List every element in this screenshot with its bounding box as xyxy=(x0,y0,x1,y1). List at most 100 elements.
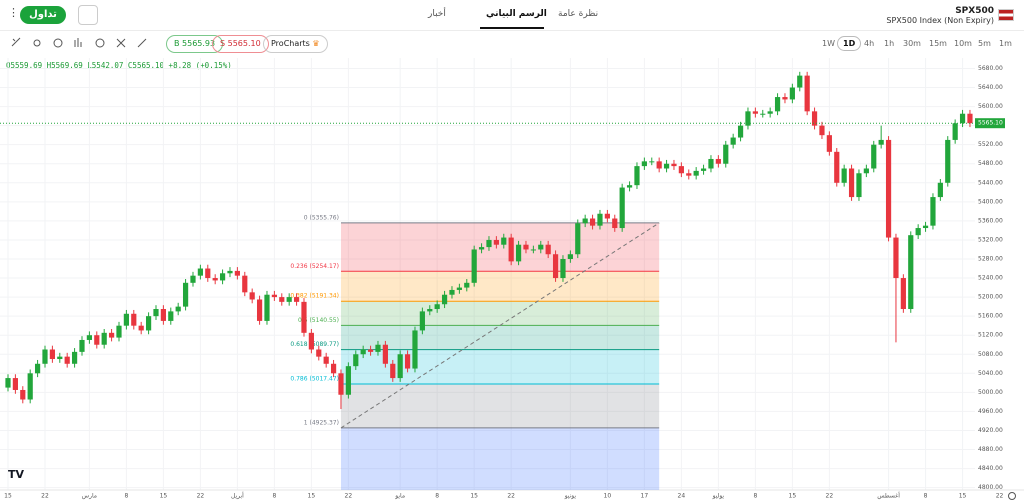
tool-icon[interactable] xyxy=(11,37,21,47)
timeframe-button[interactable]: 30m xyxy=(903,39,921,48)
x-tick-label: 15 xyxy=(470,493,478,500)
candle-body xyxy=(597,213,603,226)
tab-underline xyxy=(480,27,544,29)
last-price-label: 5565.10 xyxy=(978,120,1003,127)
timeframe-button[interactable]: 15m xyxy=(929,39,947,48)
candle-body xyxy=(434,304,440,310)
candle-body xyxy=(700,168,707,171)
candle-body xyxy=(471,249,477,283)
candle-body xyxy=(249,292,255,300)
timeframe-button[interactable]: 4h xyxy=(864,39,875,48)
candle-body xyxy=(182,282,189,307)
candle-body xyxy=(493,239,499,245)
candle-body xyxy=(634,166,640,186)
tool-icon[interactable] xyxy=(137,38,147,48)
tool-icon[interactable] xyxy=(33,39,41,47)
y-tick-label: 5160.00 xyxy=(978,313,1003,320)
candle-body xyxy=(589,218,596,226)
candle-body xyxy=(419,311,425,331)
candle-body xyxy=(219,273,226,281)
watchlist-button[interactable] xyxy=(78,5,98,25)
candle-body xyxy=(641,161,647,167)
candle-body xyxy=(767,111,773,114)
sell-button[interactable]: S 5565.10 xyxy=(212,35,269,53)
candle-body xyxy=(878,139,884,145)
candle-body xyxy=(153,309,159,317)
candle-body xyxy=(353,354,359,367)
timeframe-button[interactable]: 5m xyxy=(978,39,991,48)
x-tick-label: 22 xyxy=(345,493,353,500)
candle-body xyxy=(360,349,366,355)
y-tick-label: 4840.00 xyxy=(978,465,1003,472)
candle-body xyxy=(582,218,588,224)
candle-body xyxy=(782,97,788,100)
candle-body xyxy=(86,335,92,340)
candle-body xyxy=(375,344,381,352)
tab-overview[interactable]: نظرة عامة xyxy=(558,9,599,19)
candle-body xyxy=(515,244,522,262)
x-tick-label: 15 xyxy=(789,493,797,500)
timeframe-button[interactable]: 1W xyxy=(822,39,835,48)
candle-body xyxy=(441,294,448,305)
fib-band xyxy=(340,325,660,350)
tool-icon[interactable] xyxy=(53,38,63,48)
timeframe-button[interactable]: 10m xyxy=(954,39,972,48)
candle-body xyxy=(626,185,633,188)
candle-body xyxy=(649,161,655,163)
candle-body xyxy=(175,306,181,312)
candle-body xyxy=(908,235,914,310)
candle-body xyxy=(286,297,292,302)
trade-button[interactable]: تداول xyxy=(20,6,66,24)
menu-dots[interactable]: ⋮ xyxy=(8,6,19,19)
timeframe-button[interactable]: 1D xyxy=(837,36,862,51)
y-tick-label: 5600.00 xyxy=(978,103,1003,110)
flag-icon xyxy=(998,9,1014,21)
candle-body xyxy=(671,163,677,167)
x-tick-label: 8 xyxy=(753,493,757,500)
candle-body xyxy=(367,349,374,352)
x-tick-label: 8 xyxy=(435,493,439,500)
crown-icon: ♛ xyxy=(312,39,320,48)
candle-body xyxy=(57,356,63,360)
timeframe-button[interactable]: 1m xyxy=(999,39,1012,48)
candle-body xyxy=(271,294,277,298)
fib-level-label: 0.618 (5089.77) xyxy=(290,341,339,348)
tool-icon[interactable] xyxy=(95,38,105,48)
toolbar: B 5565.93 S 5565.10 ProCharts ♛ 1W 1D 4h 1h… xyxy=(0,30,1024,58)
x-tick-label: 8 xyxy=(272,493,276,500)
candle-body xyxy=(967,113,973,124)
candle-body xyxy=(797,75,803,88)
y-tick-label: 4960.00 xyxy=(978,408,1003,415)
x-tick-label: 22 xyxy=(507,493,515,500)
procharts-button[interactable]: ProCharts ♛ xyxy=(263,35,328,53)
fib-band xyxy=(340,349,660,385)
tab-chart[interactable]: الرسم البياني xyxy=(486,9,547,19)
x-tick-label: أغسطس xyxy=(877,492,900,500)
buy-button[interactable]: B 5565.93 xyxy=(166,35,224,53)
candle-body xyxy=(42,349,48,364)
candle-body xyxy=(693,170,699,176)
candle-body xyxy=(560,258,566,279)
candle-body xyxy=(567,254,573,259)
candle-body xyxy=(316,349,322,357)
tool-icon[interactable] xyxy=(74,38,82,47)
candle-body xyxy=(760,113,766,115)
candle-body xyxy=(538,244,544,250)
candle-body xyxy=(412,330,418,369)
timeframe-button[interactable]: 1h xyxy=(884,39,895,48)
tool-icon[interactable] xyxy=(116,38,126,48)
candle-body xyxy=(116,325,122,338)
x-tick-label: 15 xyxy=(308,493,316,500)
y-tick-label: 5240.00 xyxy=(978,275,1003,282)
candle-body xyxy=(922,225,929,229)
x-tick-label: 10 xyxy=(604,493,612,500)
tab-news[interactable]: أخبار xyxy=(428,9,446,19)
fib-level-label: 1 (4925.37) xyxy=(304,419,339,426)
settings-icon[interactable] xyxy=(1008,492,1016,500)
candle-body xyxy=(752,111,758,114)
candle-body xyxy=(308,332,314,350)
y-tick-label: 5120.00 xyxy=(978,332,1003,339)
candle-body xyxy=(478,247,485,250)
